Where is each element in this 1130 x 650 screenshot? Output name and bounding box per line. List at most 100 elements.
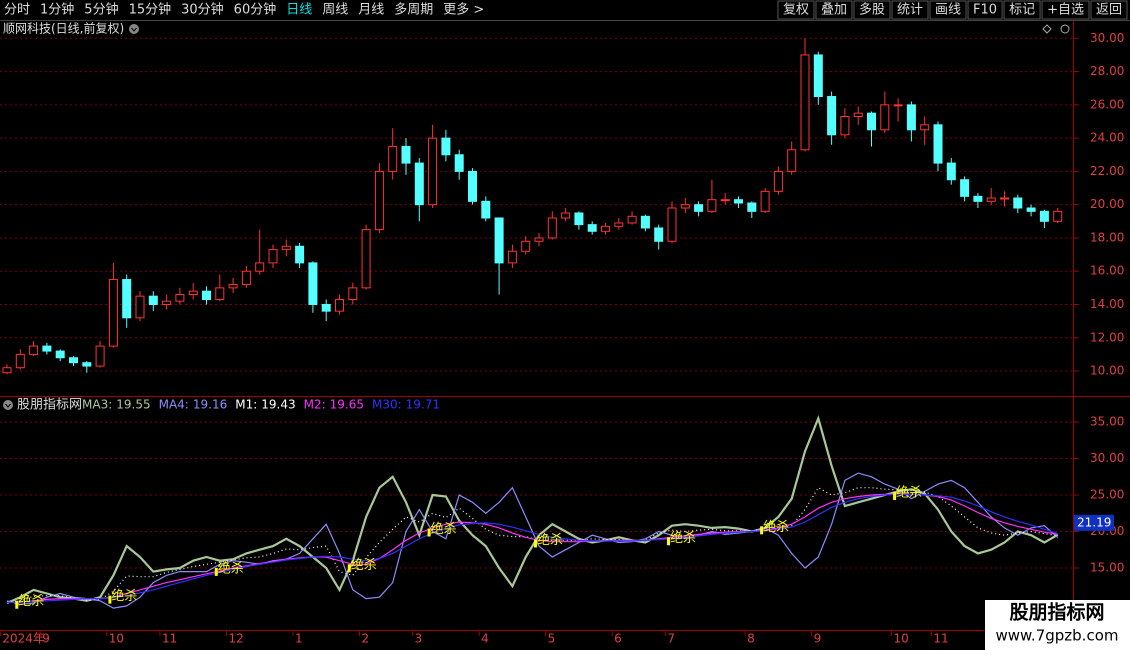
candle-body (827, 96, 837, 136)
candle-body (1053, 210, 1063, 222)
candle-body (55, 350, 65, 359)
signal-bar (893, 492, 897, 501)
toolbar-tab[interactable]: 30分钟 (181, 2, 224, 18)
watermark-title: 股朋指标网 (1009, 602, 1104, 624)
chevron (131, 27, 137, 32)
candle-body (960, 179, 970, 197)
toolbar-tab[interactable]: 月线 (358, 3, 384, 18)
candle-body (707, 199, 717, 212)
signal-bar (214, 567, 218, 576)
candle-body (15, 353, 25, 369)
y-tick-label: 20.00 (1090, 197, 1124, 211)
settings-icon[interactable] (1060, 24, 1070, 34)
candle-body (694, 204, 704, 212)
candle-body (361, 229, 371, 289)
watermark-box (985, 600, 1130, 650)
candle-body (228, 284, 238, 289)
indicator-line (6, 472, 1059, 609)
toolbar-button[interactable]: 多股 (859, 2, 885, 18)
candle-body (468, 170, 477, 202)
button-frame (1003, 0, 1041, 20)
candle-body (1026, 207, 1036, 212)
candle-body (547, 217, 557, 239)
toolbar-button[interactable]: 统计 (897, 3, 923, 18)
legend-value: 19.43 (261, 398, 295, 412)
candle-body (893, 104, 903, 107)
toolbar-tab[interactable]: 15分钟 (129, 2, 172, 18)
toolbar-button[interactable]: 标记 (1009, 3, 1035, 18)
chevron (5, 403, 11, 408)
signal-label: 绝杀 (111, 588, 137, 604)
date-label: 7 (667, 632, 675, 646)
date-label: 4 (481, 632, 489, 646)
diamond-icon[interactable] (1042, 24, 1052, 34)
toolbar-button[interactable]: 返回 (1096, 3, 1122, 18)
toolbar-tab[interactable]: 周线 (322, 3, 348, 18)
candle-body (202, 290, 211, 301)
candle-body (734, 199, 743, 204)
date-label: 8 (747, 632, 755, 646)
y-tick-label: 24.00 (1090, 131, 1124, 145)
candle-body (428, 137, 438, 206)
toolbar-tab[interactable]: 60分钟 (234, 2, 277, 18)
candle-body (401, 145, 411, 164)
y-tick-label: 18.00 (1090, 230, 1124, 244)
candle-body (853, 112, 863, 117)
candle-body (414, 162, 424, 206)
toolbar-tab[interactable]: 多周期 (394, 2, 433, 18)
candle-body (2, 367, 12, 374)
toolbar-button[interactable]: 画线 (935, 3, 961, 18)
candle-body (946, 162, 956, 181)
toolbar-tab[interactable]: 5分钟 (84, 2, 118, 18)
candle-body (574, 212, 584, 226)
signal-label: 绝杀 (18, 593, 44, 609)
y-tick-label: 14.00 (1090, 297, 1124, 311)
candle-body (135, 295, 145, 319)
candle-body (867, 112, 876, 131)
toolbar-tab[interactable]: 分时 (4, 3, 30, 18)
date-label: 9 (42, 632, 50, 646)
candle-body (521, 240, 531, 252)
indicator-title: 股朋指标网 (17, 398, 82, 413)
y-tick-label: 15.00 (1090, 560, 1124, 574)
candle-body (95, 345, 105, 367)
signal-bar (534, 539, 537, 548)
toolbar-button[interactable]: +自选 (1047, 3, 1084, 18)
date-label: 11 (162, 632, 177, 646)
toolbar-tab[interactable]: 更多 > (443, 2, 484, 18)
indicator-menu-icon[interactable] (3, 400, 13, 410)
toolbar-button[interactable]: F10 (973, 3, 997, 18)
button-frame (1041, 0, 1090, 20)
toolbar-button[interactable]: 叠加 (821, 3, 847, 18)
button-frame (967, 0, 1003, 20)
button-frame (853, 0, 891, 20)
signal-label: 绝杀 (896, 485, 922, 501)
y-tick-label: 22.00 (1090, 164, 1124, 178)
signal-bar (427, 528, 431, 537)
date-label: 5 (548, 632, 556, 646)
date-label: 2 (361, 632, 369, 646)
candle-body (627, 215, 637, 224)
legend-name: MA4: (159, 398, 189, 412)
candle-body (69, 357, 78, 364)
candle-body (507, 250, 517, 264)
toolbar-tab[interactable]: 1分钟 (40, 2, 74, 18)
candle-body (335, 299, 344, 312)
candle-body (680, 204, 690, 209)
signal-bar (347, 564, 351, 573)
toolbar-button[interactable]: 复权 (783, 2, 809, 18)
legend-value: 19.65 (330, 398, 364, 412)
title-menu-icon[interactable] (129, 24, 139, 34)
signal-label: 绝杀 (351, 557, 377, 573)
candle-body (255, 262, 265, 272)
date-label: 11 (933, 632, 948, 646)
candle-body (933, 124, 943, 164)
toolbar-tab[interactable]: 日线 (286, 3, 312, 18)
y-tick-label: 30.00 (1090, 451, 1124, 465)
y-tick-label: 12.00 (1090, 330, 1124, 344)
candle-body (760, 190, 770, 212)
candle-body (188, 290, 198, 296)
y-tick-label: 28.00 (1090, 64, 1124, 78)
